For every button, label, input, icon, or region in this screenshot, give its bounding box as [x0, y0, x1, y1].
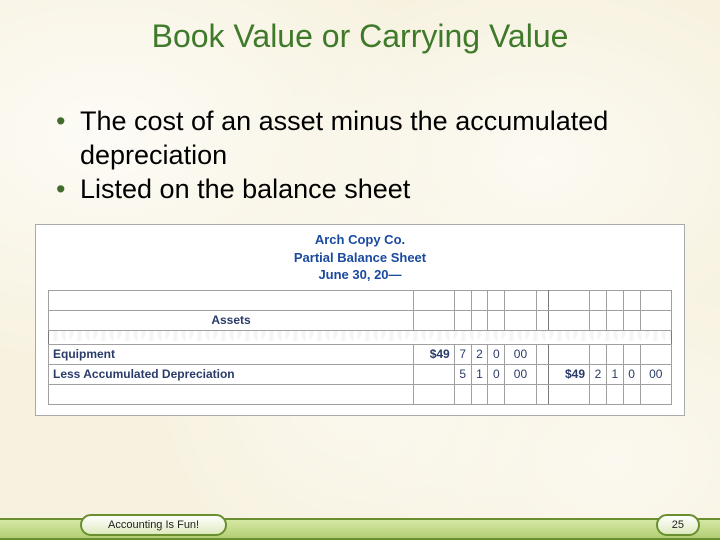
table-row — [49, 384, 672, 404]
bullet-list: The cost of an asset minus the accumulat… — [0, 55, 720, 206]
amount-cell — [549, 384, 590, 404]
amount-cell — [606, 344, 623, 364]
amount-cell: 00 — [640, 364, 671, 384]
amount-cell: 2 — [590, 364, 607, 384]
amount-cell — [471, 384, 488, 404]
amount-cell: 2 — [471, 344, 488, 364]
bullet-item: Listed on the balance sheet — [80, 173, 665, 207]
row-label: Less Accumulated Depreciation — [49, 364, 414, 384]
amount-cell — [623, 344, 640, 364]
balance-sheet-figure: Arch Copy Co. Partial Balance Sheet June… — [35, 224, 685, 416]
amount-cell — [488, 384, 505, 404]
section-header-row: Assets — [49, 310, 672, 330]
amount-cell — [640, 384, 671, 404]
company-name: Arch Copy Co. — [48, 231, 672, 249]
row-label: Equipment — [49, 344, 414, 364]
amount-cell: 0 — [623, 364, 640, 384]
slide-title: Book Value or Carrying Value — [0, 0, 720, 55]
table-row: Less Accumulated Depreciation 5 1 0 00 $… — [49, 364, 672, 384]
amount-cell — [590, 344, 607, 364]
amount-cell — [590, 384, 607, 404]
section-header: Assets — [49, 310, 414, 330]
amount-cell: 00 — [505, 364, 536, 384]
footer-text: Accounting Is Fun! — [80, 514, 227, 536]
amount-cell: 5 — [454, 364, 471, 384]
table-row: Equipment $49 7 2 0 00 — [49, 344, 672, 364]
report-name: Partial Balance Sheet — [48, 249, 672, 267]
amount-cell — [454, 384, 471, 404]
torn-edge — [49, 330, 672, 344]
amount-cell: 1 — [606, 364, 623, 384]
amount-cell: $49 — [549, 364, 590, 384]
amount-cell: 0 — [488, 344, 505, 364]
report-date: June 30, 20— — [48, 266, 672, 284]
amount-cell — [549, 344, 590, 364]
amount-cell — [413, 364, 454, 384]
amount-cell — [640, 344, 671, 364]
amount-cell — [413, 384, 454, 404]
footer: Accounting Is Fun! 25 — [0, 504, 720, 540]
amount-cell: 1 — [471, 364, 488, 384]
balance-sheet-table: Assets Equipment $49 7 2 0 00 Less Accum… — [48, 290, 672, 405]
blank-row — [49, 290, 672, 310]
amount-cell — [606, 384, 623, 404]
row-label — [49, 384, 414, 404]
amount-cell: 0 — [488, 364, 505, 384]
amount-cell: $49 — [413, 344, 454, 364]
amount-cell — [623, 384, 640, 404]
figure-header: Arch Copy Co. Partial Balance Sheet June… — [48, 231, 672, 284]
page-number: 25 — [656, 514, 700, 536]
bullet-item: The cost of an asset minus the accumulat… — [80, 105, 665, 173]
amount-cell: 00 — [505, 344, 536, 364]
amount-cell — [505, 384, 536, 404]
amount-cell: 7 — [454, 344, 471, 364]
